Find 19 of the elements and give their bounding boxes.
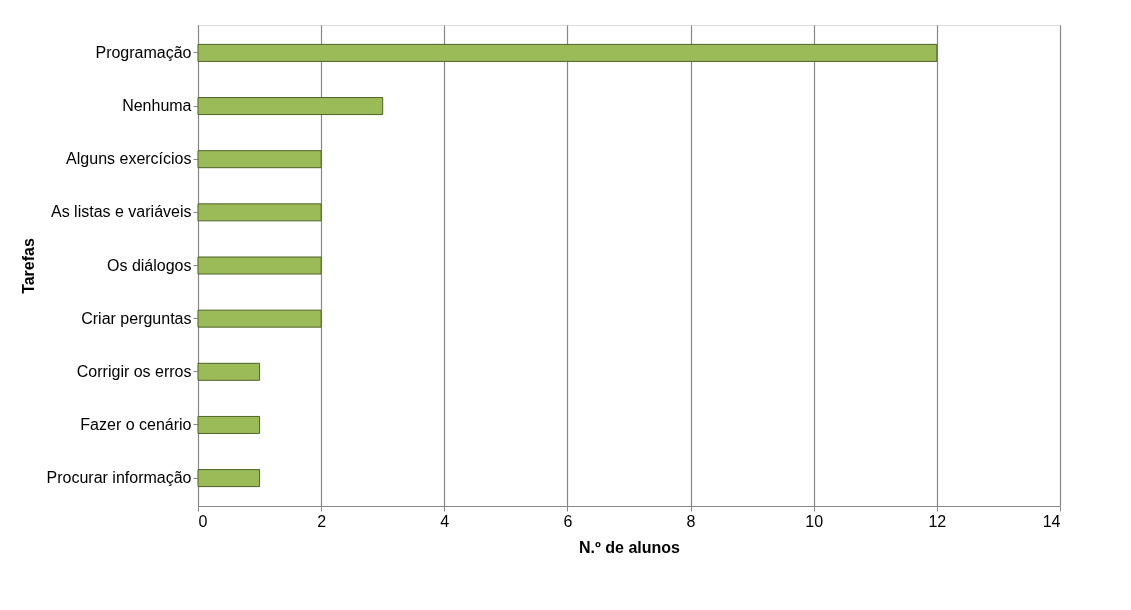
y-tick-label: Alguns exercícios [66, 150, 192, 168]
y-axis-title: Tarefas [19, 238, 37, 294]
y-tick-label: Os diálogos [107, 256, 192, 274]
y-tick-label: As listas e variáveis [51, 203, 192, 221]
y-tick-label: Procurar informação [46, 469, 192, 487]
x-tick-label: 8 [686, 512, 696, 530]
x-tick-label: 14 [1042, 512, 1061, 530]
y-tick-label: Fazer o cenário [80, 415, 192, 433]
x-tick-label: 12 [928, 512, 947, 530]
x-tick-label: 4 [440, 512, 450, 530]
x-axis-title: N.º de alunos [579, 538, 681, 556]
y-tick-label: Corrigir os erros [76, 362, 192, 380]
x-tick-label: 6 [563, 512, 573, 530]
x-tick-label: 10 [805, 512, 824, 530]
x-tick-label: 2 [317, 512, 327, 530]
y-tick-label: Criar perguntas [81, 309, 192, 327]
y-tick-label: Nenhuma [122, 97, 192, 115]
x-tick-label: 0 [198, 512, 208, 530]
y-tick-label: Programação [95, 43, 192, 61]
